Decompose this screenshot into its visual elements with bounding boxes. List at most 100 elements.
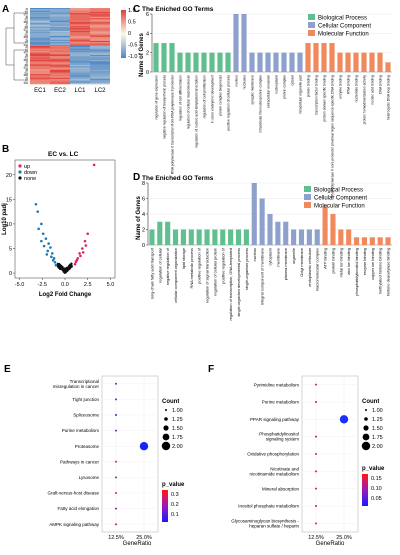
- volcano-legend-marker: [18, 164, 22, 168]
- dotplot-pathway-label: misregulation in cancer: [53, 384, 100, 389]
- dotplot-point: [339, 415, 349, 424]
- volcano-ylabel: Log10 padj: [2, 203, 8, 235]
- go-bar: [157, 221, 163, 245]
- heatmap-cell: [30, 78, 50, 81]
- heatmap-cell: [30, 30, 50, 33]
- volcano-point-down: [54, 263, 58, 267]
- heatmap-cell: [30, 42, 50, 44]
- dendrogram-link: [23, 66, 28, 69]
- volcano-point-up: [80, 247, 84, 250]
- count-legend-label: 1.75: [172, 435, 183, 441]
- volcano-axes: -5.0 -2.5 0.0 2.5 5.0 0 5 10 15 20: [6, 173, 114, 288]
- go-category-label: nucleoplasm: [275, 75, 279, 94]
- heatmap-cell: [50, 76, 70, 78]
- volcano-xtick-label: 5.0: [107, 282, 115, 288]
- heatmap-cell: [90, 54, 110, 57]
- go-bar: [345, 52, 351, 72]
- heatmap-cell: [90, 37, 110, 39]
- dotplot-xtick-label: 12.5%: [308, 535, 324, 541]
- heatmap-cell: [70, 10, 90, 13]
- heatmap-cell: [70, 33, 90, 35]
- volcano-point-up: [84, 244, 88, 247]
- heatmap-cell: [30, 21, 50, 24]
- go-bar: [353, 52, 359, 72]
- heatmap-cell: [30, 18, 50, 20]
- heatmap-cell: [50, 58, 70, 61]
- heatmap-cell: [30, 72, 50, 75]
- heatmap-cell: [70, 62, 90, 65]
- heatmap-cell: [30, 48, 50, 51]
- dendrogram-link: [23, 21, 28, 23]
- heatmap-cell: [70, 16, 90, 19]
- dotplot-pathway-label: Lysosome: [79, 475, 100, 480]
- heatmap-cell: [90, 9, 110, 11]
- dendrogram-link: [13, 49, 24, 81]
- heatmap-cell: [90, 81, 110, 84]
- heatmap-cell: [90, 63, 110, 66]
- dotplot-pathway-label: Graft-versus-host disease: [47, 491, 99, 496]
- go-ytick-label: 2: [146, 51, 149, 57]
- count-legend-label: 1.25: [172, 417, 183, 423]
- heatmap-cell: [50, 63, 70, 66]
- go-c-title: The Eniched GO Terms: [142, 6, 214, 13]
- heatmap-cell: [70, 54, 90, 57]
- heatmap-cell: [70, 35, 90, 38]
- heatmap-cell: [30, 34, 50, 37]
- heatmap-cell: [50, 71, 70, 73]
- dendrogram-link: [13, 12, 24, 44]
- kegg-f-pvalue-colorbar: [362, 474, 368, 506]
- heatmap-cell: [50, 53, 70, 56]
- heatmap-cell: [30, 71, 50, 73]
- pvalue-legend-label: 0.3: [171, 492, 179, 498]
- heatmap-cell: [50, 73, 70, 76]
- go-category-label: intracellular ribonucleoprotein complex: [259, 75, 263, 133]
- dotplot-point: [115, 414, 117, 416]
- heatmap-cell: [90, 38, 110, 40]
- heatmap-colorbar-tick: 0: [128, 31, 131, 37]
- volcano-point-none: [65, 266, 69, 270]
- heatmap-cell: [50, 39, 70, 42]
- heatmap-cell: [30, 66, 50, 68]
- heatmap-cell: [50, 57, 70, 59]
- heatmap-cell: [30, 8, 50, 10]
- heatmap-cell: [90, 58, 110, 61]
- go-category-label: single-organism developmental process: [236, 248, 241, 317]
- heatmap-cell: [30, 46, 50, 48]
- volcano-point-up: [78, 252, 81, 255]
- go-category-label: endoplasmic reticulum: [307, 248, 312, 287]
- heatmap-cell: [70, 38, 90, 40]
- go-bar: [369, 237, 375, 245]
- go-bar: [273, 52, 279, 72]
- go-bar: [330, 214, 336, 245]
- dendrogram-link: [24, 33, 28, 36]
- heatmap-cell: [30, 70, 50, 72]
- heatmap-cell: [70, 51, 90, 53]
- heatmap-cell: [70, 37, 90, 39]
- dotplot-pathway-label: Glycosaminoglycan biosynthesis -: [231, 518, 299, 523]
- go-category-label: cytosol: [291, 75, 295, 86]
- volcano-point-down: [42, 244, 46, 248]
- go-category-label: Golgi membrane: [299, 248, 304, 277]
- go-bar: [305, 43, 311, 72]
- panel-e-label: E: [4, 364, 11, 375]
- pvalue-legend-label: 0.1: [171, 512, 179, 518]
- go-category-label: RNA binding: [347, 75, 351, 94]
- heatmap-cell: [90, 21, 110, 24]
- dendrogram-link: [25, 76, 28, 79]
- volcano-ytick-label: 10: [6, 222, 12, 228]
- heatmap-cell: [90, 30, 110, 33]
- heatmap-cell: [70, 21, 90, 24]
- go-category-label: regulation of cellular protein: [212, 248, 217, 296]
- heatmap-cell: [90, 66, 110, 68]
- go-bar: [251, 183, 257, 245]
- heatmap-cell: [30, 38, 50, 40]
- volcano-point-down: [49, 246, 52, 249]
- heatmap-cell: [30, 58, 50, 61]
- volcano-point-down: [37, 227, 40, 231]
- go-bar: [149, 229, 155, 245]
- go-ytick-label: 4: [142, 212, 145, 218]
- volcano-point-up: [75, 259, 79, 262]
- count-legend-dot: [364, 417, 368, 421]
- heatmap-cell: [30, 28, 50, 30]
- go-bar: [259, 198, 265, 245]
